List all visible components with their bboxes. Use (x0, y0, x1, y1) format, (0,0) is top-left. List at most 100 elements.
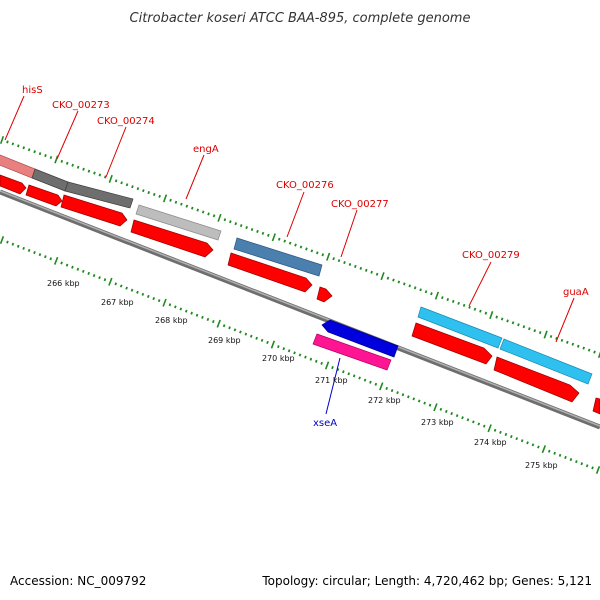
cds-arrow-cko00274[interactable] (60, 194, 128, 227)
gene-label-cko00274[interactable]: CKO_00274 (97, 116, 155, 127)
gene-label-cko00273[interactable]: CKO_00273 (52, 100, 110, 111)
inner-tick (363, 378, 367, 382)
outer-tick (348, 262, 352, 267)
inner-tick (504, 432, 508, 437)
inner-tick (342, 370, 345, 374)
outer-tick (190, 206, 194, 210)
outer-tick (98, 173, 102, 177)
inner-tick (369, 380, 372, 384)
outer-tick (370, 270, 373, 274)
inner-tick (595, 466, 600, 474)
inner-tick (537, 445, 540, 449)
inner-tick (304, 355, 307, 359)
inner-tick (396, 391, 399, 395)
inner-tick (461, 416, 464, 420)
outer-tick (549, 334, 553, 339)
outer-tick (462, 303, 466, 307)
outer-tick (142, 189, 145, 193)
outer-tick (419, 288, 422, 292)
outer-tick (473, 307, 477, 311)
cds-arrow-next[interactable] (592, 397, 600, 415)
outer-tick (587, 348, 591, 352)
outer-tick (364, 268, 368, 272)
inner-tick (569, 457, 573, 462)
inner-tick (216, 319, 221, 328)
outer-tick (375, 272, 379, 276)
inner-tick (92, 273, 96, 278)
outer-tick (326, 252, 331, 261)
inner-tick (526, 441, 529, 445)
outer-tick (343, 261, 346, 265)
outer-tick (71, 163, 74, 167)
inner-tick (509, 434, 513, 439)
outer-tick (500, 317, 504, 321)
inner-tick (60, 261, 63, 265)
outer-tick (403, 282, 406, 286)
inner-tick (358, 376, 361, 380)
gene-box-hisS[interactable] (0, 154, 36, 179)
inner-tick (6, 240, 9, 244)
cds-arrow-xseA[interactable] (321, 319, 399, 358)
inner-tick (108, 277, 113, 286)
gene-box-cko00279[interactable] (417, 306, 503, 349)
inner-tick (553, 451, 556, 455)
inner-tick (249, 334, 253, 338)
inner-tick (125, 286, 128, 290)
inner-tick (520, 439, 524, 443)
inner-tick (466, 418, 470, 422)
inner-tick (277, 345, 280, 349)
gene-box-cko00274[interactable] (64, 181, 134, 209)
cds-arrow-cko00276[interactable] (227, 252, 313, 293)
tick-label-272: 272 kbp (368, 396, 401, 405)
cds-arrow-cko00277[interactable] (316, 286, 333, 303)
cds-arrow-guaA[interactable] (493, 356, 580, 403)
outer-tick (566, 340, 569, 344)
gene-label-engA[interactable]: engA (193, 144, 219, 155)
inner-tick (444, 409, 448, 414)
outer-tick (359, 266, 363, 270)
outer-tick (294, 243, 297, 247)
outer-tick (321, 253, 325, 257)
cds-arrow-engA[interactable] (130, 219, 214, 258)
gene-box-xseA[interactable] (312, 333, 392, 371)
gene-box-engA[interactable] (135, 204, 222, 241)
inner-tick (190, 311, 193, 315)
inner-tick (309, 357, 313, 361)
inner-tick (331, 365, 334, 370)
gene-label-cko00279[interactable]: CKO_00279 (462, 250, 520, 261)
outer-tick (310, 249, 314, 253)
cds-arrow-hisS[interactable] (0, 174, 27, 195)
outer-tick (408, 284, 412, 288)
outer-tick (576, 344, 580, 348)
outer-tick (397, 280, 401, 284)
outer-tick (457, 301, 460, 305)
outer-tick (239, 224, 243, 228)
inner-tick (152, 296, 156, 301)
gene-label-cko00276[interactable]: CKO_00276 (276, 180, 334, 191)
outer-tick (528, 327, 531, 331)
gene-label-guaA[interactable]: guaA (563, 287, 589, 298)
inner-tick (49, 257, 53, 261)
outer-tick (93, 171, 96, 175)
feature-track (0, 154, 593, 385)
outer-tick (229, 220, 232, 224)
cds-arrow-cko00279[interactable] (411, 322, 493, 365)
cds-arrow-cko00273[interactable] (25, 184, 63, 207)
inner-tick (374, 382, 378, 386)
inner-tick (114, 282, 118, 286)
outer-tick (305, 247, 308, 251)
gene-label-cko00277[interactable]: CKO_00277 (331, 199, 389, 210)
gene-label-hisS[interactable]: hisS (22, 85, 43, 96)
outer-tick (277, 237, 281, 241)
gene-box-cko00276[interactable] (233, 237, 323, 277)
tick-label-267: 267 kbp (101, 298, 134, 307)
gene-label-xseA[interactable]: xseA (313, 418, 337, 429)
inner-tick (201, 315, 204, 319)
gene-labels: hisS CKO_00273 CKO_00274 engA CKO_00276 … (22, 85, 589, 429)
gene-box-guaA[interactable] (499, 338, 593, 385)
inner-tick (119, 284, 123, 288)
inner-tick (412, 397, 416, 401)
outer-tick (392, 278, 395, 282)
tick-label-268: 268 kbp (155, 316, 188, 325)
